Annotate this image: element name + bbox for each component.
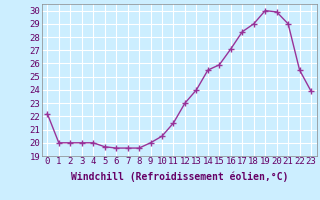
X-axis label: Windchill (Refroidissement éolien,°C): Windchill (Refroidissement éolien,°C) — [70, 172, 288, 182]
